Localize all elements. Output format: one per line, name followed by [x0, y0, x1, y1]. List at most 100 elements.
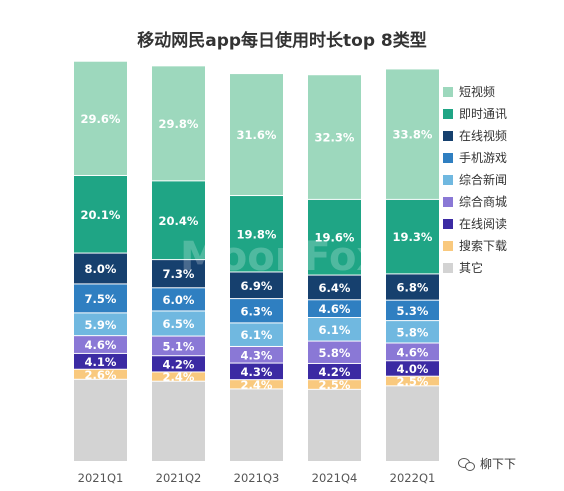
x-axis: 2021Q1 2021Q2 2021Q3 2021Q4 2022Q1	[78, 471, 436, 485]
bar-segment	[386, 300, 439, 321]
bar-segment	[152, 311, 205, 336]
legend-swatch	[443, 219, 453, 229]
bar-segment	[386, 343, 439, 361]
data-label: 4.3%	[241, 348, 273, 362]
legend-label: 在线视频	[459, 128, 507, 143]
legend-swatch	[443, 241, 453, 251]
bar-segment	[386, 199, 439, 274]
bar-segment	[386, 386, 439, 461]
legend-label: 在线阅读	[459, 217, 507, 231]
legend-label: 搜索下载	[459, 238, 507, 253]
data-label: 20.4%	[159, 214, 199, 228]
data-label: 6.8%	[397, 281, 429, 295]
data-label: 6.0%	[163, 293, 195, 307]
bar-segment	[152, 381, 205, 461]
data-label: 6.3%	[241, 304, 273, 318]
legend-swatch	[443, 175, 453, 185]
data-label: 6.1%	[241, 328, 273, 342]
data-label: 4.6%	[85, 338, 117, 352]
data-label: 31.6%	[237, 128, 277, 142]
x-tick-label: 2021Q1	[78, 471, 124, 485]
legend-label: 综合新闻	[459, 172, 507, 187]
bar-segment	[386, 361, 439, 376]
data-label: 7.3%	[163, 267, 195, 281]
bar-segment	[152, 260, 205, 288]
data-label: 5.1%	[163, 339, 195, 353]
bar-segment	[74, 353, 127, 369]
bar-segment	[308, 363, 361, 380]
x-tick-label: 2022Q1	[390, 471, 436, 485]
data-label: 5.3%	[397, 304, 429, 318]
x-tick-label: 2021Q3	[234, 471, 280, 485]
bar-segment	[386, 69, 439, 199]
data-label: 4.6%	[319, 302, 351, 316]
bar-segment	[74, 284, 127, 313]
legend-swatch	[443, 263, 453, 273]
data-label: 32.3%	[315, 131, 355, 145]
bar-segment	[230, 346, 283, 363]
bar-segment	[308, 75, 361, 199]
data-label: 4.1%	[85, 355, 117, 369]
bar-segment	[308, 341, 361, 363]
bar-segment	[152, 336, 205, 356]
data-label: 2.5%	[397, 375, 429, 389]
legend-swatch	[443, 87, 453, 97]
data-label: 19.8%	[237, 227, 277, 241]
bar-segment	[152, 181, 205, 260]
data-label: 5.9%	[85, 318, 117, 332]
data-label: 19.6%	[315, 231, 355, 245]
data-label: 4.0%	[397, 362, 429, 376]
bar-segment	[74, 336, 127, 353]
data-label: 6.4%	[319, 281, 351, 295]
bar-segment	[74, 369, 127, 379]
data-label: 29.8%	[159, 117, 199, 131]
bar-segment	[152, 356, 205, 372]
data-label: 19.3%	[393, 230, 433, 244]
data-label: 4.3%	[241, 365, 273, 379]
data-label: 2.6%	[85, 368, 117, 382]
bar-segment	[152, 372, 205, 381]
bar-segment	[230, 272, 283, 299]
bar-segment	[386, 321, 439, 343]
data-label: 6.5%	[163, 317, 195, 331]
bar-segment	[308, 389, 361, 461]
legend-label: 综合商城	[459, 194, 507, 209]
data-label: 6.1%	[319, 323, 351, 337]
bar-segment	[230, 299, 283, 323]
bars-layer: 2.6%4.1%4.6%5.9%7.5%8.0%20.1%29.6%2.4%4.…	[74, 61, 439, 461]
wechat-account-mark: 柳下下	[458, 455, 516, 472]
legend-label: 短视频	[459, 84, 495, 99]
bar-segment	[152, 288, 205, 311]
data-label: 4.6%	[397, 345, 429, 359]
wechat-icon	[458, 457, 476, 471]
bar-segment	[74, 313, 127, 336]
watermark-layer: MoonFox	[180, 234, 382, 280]
data-label: 6.9%	[241, 279, 273, 293]
legend-swatch	[443, 153, 453, 163]
bar-segment	[386, 274, 439, 300]
legend-swatch	[443, 131, 453, 141]
bar-segment	[308, 318, 361, 341]
data-label: 20.1%	[81, 208, 121, 222]
data-label: 4.2%	[163, 357, 195, 371]
chart-title: 移动网民app每日使用时长top 8类型	[137, 31, 427, 51]
bar-segment	[230, 196, 283, 272]
legend-swatch	[443, 197, 453, 207]
bar-segment	[74, 253, 127, 284]
bar-segment	[74, 61, 127, 175]
legend-label: 其它	[459, 260, 483, 275]
data-label: 2.4%	[163, 370, 195, 384]
bar-segment	[308, 199, 361, 275]
bar-segment	[230, 74, 283, 196]
watermark-text: MoonFox	[180, 234, 382, 280]
x-tick-label: 2021Q2	[156, 471, 202, 485]
legend-swatch	[443, 109, 453, 119]
bar-segment	[230, 323, 283, 346]
account-name: 柳下下	[480, 457, 517, 471]
bar-segment	[308, 300, 361, 318]
bar-segment	[74, 175, 127, 253]
data-label: 2.5%	[319, 378, 351, 392]
bar-segment	[230, 389, 283, 461]
